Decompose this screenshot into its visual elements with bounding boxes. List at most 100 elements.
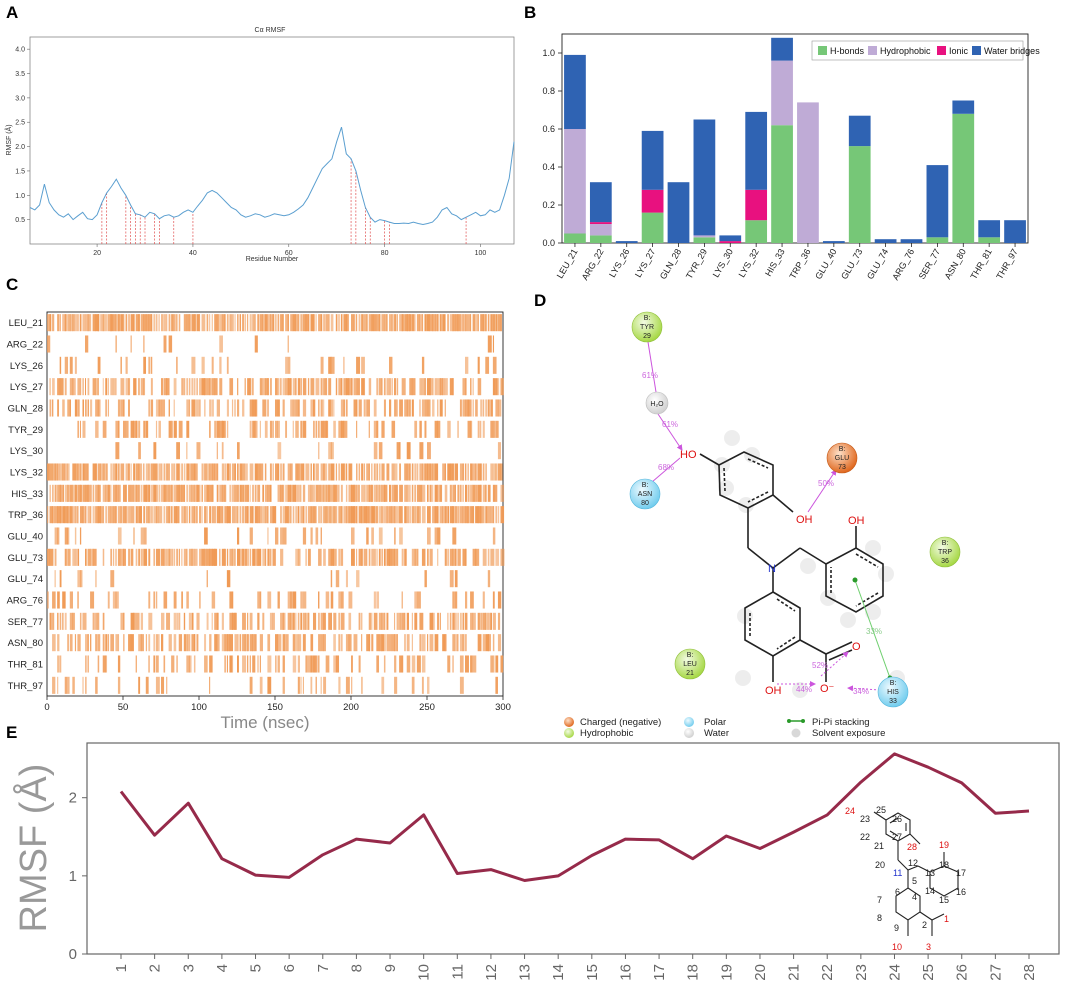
chart-c-row-label: GLU_40 (8, 532, 43, 543)
chart-c-row-label: HIS_33 (11, 489, 43, 500)
bar-ser-77-water-bridges (926, 165, 949, 238)
residue-trp36-chain: B: (942, 540, 949, 547)
bar-lys-27-h-bonds (641, 212, 664, 243)
pct-label-asn80: 68% (658, 463, 674, 472)
residue-asn80-num: 80 (641, 500, 649, 507)
chart-c-xlabel: Time (nsec) (220, 713, 309, 732)
interaction-lines (644, 336, 893, 692)
chart-e-xtick-label: 19 (718, 964, 735, 981)
chart-b-legend: H-bonds Hydrophobic Ionic Water bridges (811, 40, 1040, 61)
chart-c-row-label: LYS_27 (10, 382, 43, 393)
atom-label-oh-3: OH (765, 685, 782, 697)
atom-label-ho: HO (680, 449, 697, 461)
chart-e-ytick-label: 0 (69, 946, 77, 963)
residue-trp36-num: 36 (941, 558, 949, 565)
pct-label-44: 44% (796, 685, 812, 694)
residue-his33-num: 33 (889, 698, 897, 705)
chart-e-xtick-label: 26 (954, 964, 971, 981)
mol-num-7: 7 (877, 895, 882, 905)
chart-c-xtick-label: 200 (343, 702, 359, 713)
chart-a-ytick-label: 0.5 (15, 217, 25, 224)
mol-num-13: 13 (925, 868, 935, 878)
chart-a-xtick-label: 60 (285, 250, 293, 257)
bar-gln-28-water-bridges (667, 182, 690, 243)
mol-num-11: 11 (893, 868, 902, 878)
mol-num-10: 10 (892, 942, 902, 952)
chart-b-xtick-label: LYS_26 (607, 247, 631, 279)
bar-glu-40-water-bridges (822, 241, 845, 243)
mol-num-25: 25 (876, 805, 886, 815)
diagram-legend: Charged (negative) Hydrophobic Polar Wat… (564, 717, 885, 739)
contact-row-lys-26 (59, 356, 497, 374)
residue-leu21-name: LEU (683, 661, 697, 668)
bar-lys-32-water-bridges (745, 111, 768, 190)
chart-c-row-label: LEU_21 (9, 318, 43, 329)
chart-b-xtick-label: GLU_74 (865, 247, 890, 281)
atom-label-oh-2: OH (848, 515, 865, 527)
chart-a-ylabel: RMSF (Å) (4, 124, 13, 155)
atom-label-n: N (768, 563, 776, 575)
chart-e-xtick-label: 17 (651, 964, 668, 981)
bar-thr-97-water-bridges (1004, 220, 1026, 243)
chart-e-xtick-label: 1 (113, 964, 130, 972)
chart-e-ytick-label: 2 (69, 790, 77, 807)
chart-e-xtick-label: 6 (281, 964, 298, 972)
panel-letter-b: B (524, 3, 536, 22)
bar-arg-76-water-bridges (900, 239, 923, 243)
mol-num-26: 26 (892, 814, 902, 824)
legend-label-water-bridges: Water bridges (984, 46, 1040, 56)
molecule-ring-phenol (799, 526, 884, 613)
chart-b-xtick-label: ARG_76 (890, 247, 916, 282)
bar-his-33-hydrophobic (771, 60, 793, 126)
chart-a-ytick-label: 1.5 (15, 168, 25, 175)
bar-trp-36-hydrophobic (797, 102, 819, 244)
contact-row-lys-30 (115, 442, 501, 460)
molecule-ring-benzoate (744, 591, 853, 682)
chart-c-xtick-label: 50 (118, 702, 129, 713)
chart-e-ytick-label: 1 (69, 868, 77, 885)
chart-c-row-label: LYS_32 (10, 468, 43, 479)
chart-b-ytick-label: 1.0 (542, 48, 555, 58)
mol-num-20: 20 (875, 860, 885, 870)
chart-c-xtick-label: 250 (419, 702, 435, 713)
bar-arg-22-h-bonds (589, 235, 612, 243)
chart-b-ytick-label: 0.0 (542, 238, 555, 248)
residue-asn80: B: ASN 80 (629, 478, 661, 510)
pct-label-water-ho: 61% (662, 420, 678, 429)
chart-e-frame (86, 742, 1060, 955)
mol-num-8: 8 (877, 913, 882, 923)
mol-num-19: 19 (939, 840, 949, 850)
bar-lys-27-water-bridges (641, 130, 664, 190)
bar-asn-80-h-bonds (952, 113, 975, 243)
residue-tyr29-name: TYR (640, 324, 654, 331)
chart-c-row-label: TRP_36 (8, 510, 43, 521)
legend-label-hbonds: H-bonds (830, 46, 865, 56)
residue-leu21-chain: B: (687, 652, 694, 659)
chart-b-xtick-label: GLU_73 (839, 247, 864, 281)
contact-row-asn-80 (52, 634, 502, 652)
chart-e-xtick-label: 7 (315, 964, 332, 972)
chart-e-xtick-label: 23 (853, 964, 870, 981)
chart-e-ylabel: RMSF (Å) (11, 764, 55, 933)
chart-a-frame (29, 36, 515, 245)
chart-b-xtick-label: LYS_32 (737, 247, 761, 279)
bar-arg-22-ionic (589, 222, 612, 224)
legend-swatch-hydrophobic (868, 46, 877, 55)
residue-trp36-name: TRP (938, 549, 952, 556)
chart-b-xtick-label: ASN_80 (943, 247, 968, 281)
chart-c-row-label: THR_97 (8, 681, 43, 692)
pct-label-tyr29-water: 61% (642, 371, 658, 380)
chart-e-xtick-label: 20 (752, 964, 769, 981)
chart-a-xtick-label: 20 (93, 250, 101, 257)
bar-tyr-29-hydrophobic (693, 235, 716, 238)
legend-d-water: Water (704, 728, 729, 739)
legend-label-hydrophobic: Hydrophobic (880, 46, 931, 56)
panel-d-interaction-diagram: 61% 61% 68% 50% 33% 52% 44% 34% HO OH OH… (564, 311, 961, 739)
chart-c-row-label: TYR_29 (8, 425, 43, 436)
bar-glu-73-h-bonds (848, 146, 871, 243)
mol-num-4: 4 (912, 892, 917, 902)
chart-c-row-label: LYS_26 (10, 361, 43, 372)
mol-num-14: 14 (925, 886, 935, 896)
residue-leu21: B: LEU 21 (674, 648, 706, 680)
contact-row-glu-74 (54, 570, 491, 588)
